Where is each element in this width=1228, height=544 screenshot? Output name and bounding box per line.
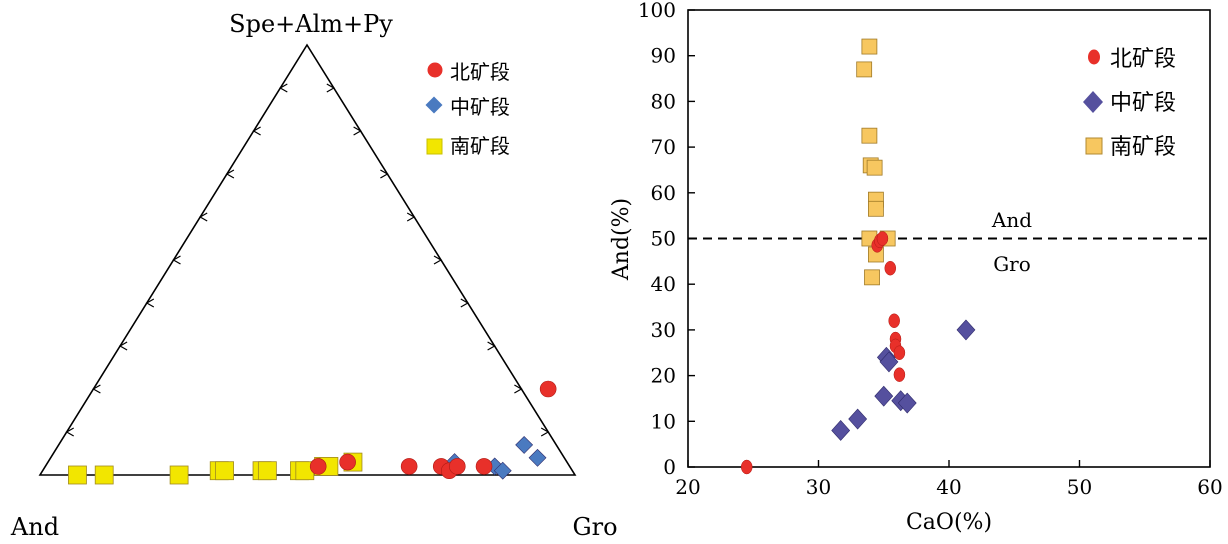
x-tick-label: 50 <box>1067 475 1092 499</box>
legend-marker-north <box>427 62 443 78</box>
y-tick-label: 30 <box>651 318 676 342</box>
scatter-point-north <box>884 260 897 276</box>
scatter-point-south <box>861 127 878 144</box>
legend-label-middle: 中矿段 <box>450 95 510 119</box>
x-tick-label: 30 <box>806 475 831 499</box>
ternary-tick-left <box>118 341 128 351</box>
scatter-point-south <box>856 61 873 78</box>
legend-marker-middle <box>1083 91 1103 113</box>
scatter-point-middle <box>879 351 899 373</box>
ternary-point-north <box>448 458 466 475</box>
y-tick-label: 90 <box>651 44 676 68</box>
legend-label-north: 北矿段 <box>450 60 510 84</box>
y-tick-label: 10 <box>651 409 676 433</box>
ternary-tick-left <box>172 255 181 265</box>
scatter-point-south <box>861 38 878 55</box>
scatter-point-south <box>864 269 880 286</box>
ternary-point-north <box>400 458 418 475</box>
ternary-point-north <box>309 458 327 475</box>
ternary-point-middle <box>528 448 547 467</box>
scatter-point-middle <box>956 319 976 341</box>
x-tick-label: 60 <box>1197 475 1222 499</box>
ternary-tick-right <box>514 384 523 394</box>
y-tick-label: 100 <box>638 0 676 22</box>
x-tick-label: 40 <box>936 475 961 499</box>
y-axis-label: And(%) <box>609 198 634 281</box>
apex-label-top: Spe+Alm+Py <box>229 10 393 38</box>
ternary-points <box>68 380 557 485</box>
ternary-tick-left <box>279 83 288 93</box>
scatter-point-middle <box>831 419 851 441</box>
scatter-legend: 北矿段 中矿段 南矿段 <box>1083 47 1176 160</box>
ternary-tick-right <box>460 298 470 308</box>
apex-label-right: Gro <box>572 513 617 541</box>
ternary-tick-right <box>353 126 362 136</box>
y-tick-label: 20 <box>651 364 676 388</box>
ternary-tick-left <box>198 212 208 222</box>
apex-label-left: And <box>10 513 59 541</box>
legend-marker-south <box>426 138 443 155</box>
ternary-tick-right <box>406 212 416 222</box>
legend-marker-middle <box>425 96 443 114</box>
ternary-point-south <box>94 465 114 485</box>
y-tick-label: 60 <box>651 181 676 205</box>
ternary-tick-left <box>92 384 101 394</box>
y-tick-label: 0 <box>663 455 676 479</box>
ternary-tick-right <box>540 427 550 437</box>
ternary-tick-left <box>252 126 261 136</box>
ternary-point-north <box>539 380 557 398</box>
x-tick-label: 20 <box>675 475 700 499</box>
ternary-legend: 北矿段 中矿段 南矿段 <box>425 60 510 158</box>
y-tick-label: 50 <box>651 227 676 251</box>
scatter-point-middle <box>897 392 917 414</box>
ternary-tick-right <box>433 255 443 265</box>
ref-label-gro: Gro <box>993 252 1031 276</box>
legend-marker-north <box>1088 49 1100 65</box>
ternary-tick-left <box>145 298 155 308</box>
ternary-tick-right <box>380 169 389 179</box>
scatter-point-north <box>888 313 900 329</box>
x-axis-label: CaO(%) <box>906 510 992 535</box>
ternary-diagram: Spe+Alm+Py And Gro 北矿段 中矿段 南矿段 <box>10 10 618 541</box>
ternary-point-north <box>475 458 493 475</box>
legend-label-south: 南矿段 <box>450 134 510 158</box>
scatter-point-middle <box>848 408 868 430</box>
ternary-point-middle <box>515 435 534 454</box>
legend-label-south: 南矿段 <box>1110 135 1176 160</box>
scatter-point-north <box>893 345 906 360</box>
scatter-points <box>740 38 976 475</box>
ternary-point-south <box>257 461 277 481</box>
ternary-point-south <box>169 465 189 485</box>
scatter-plot: 20 30 40 50 60 0 10 20 30 40 50 60 70 80 90 100 And Gro… <box>609 0 1223 535</box>
scatter-point-south <box>868 200 884 217</box>
legend-label-middle: 中矿段 <box>1110 91 1176 116</box>
ternary-point-middle <box>493 461 512 480</box>
y-tick-label: 80 <box>651 89 676 113</box>
legend-label-north: 北矿段 <box>1110 47 1176 72</box>
ternary-point-south <box>215 461 234 481</box>
scatter-point-north <box>893 367 906 382</box>
scatter-axes: 20 30 40 50 60 0 10 20 30 40 50 60 70 80 90 100 <box>638 0 1223 499</box>
legend-marker-south <box>1085 137 1103 155</box>
ternary-tick-left <box>225 169 235 179</box>
ternary-point-north <box>339 453 356 471</box>
y-tick-label: 70 <box>651 135 676 159</box>
scatter-point-north <box>876 231 889 246</box>
ref-label-and: And <box>991 208 1032 232</box>
y-tick-label: 40 <box>651 272 676 296</box>
ternary-ticks <box>65 83 550 437</box>
scatter-point-south <box>866 159 883 176</box>
ternary-tick-left <box>65 427 74 437</box>
ternary-tick-right <box>326 83 336 93</box>
ternary-point-south <box>68 465 87 485</box>
scatter-point-middle <box>874 385 894 407</box>
scatter-point-north <box>740 459 753 475</box>
ternary-tick-right <box>487 341 496 351</box>
